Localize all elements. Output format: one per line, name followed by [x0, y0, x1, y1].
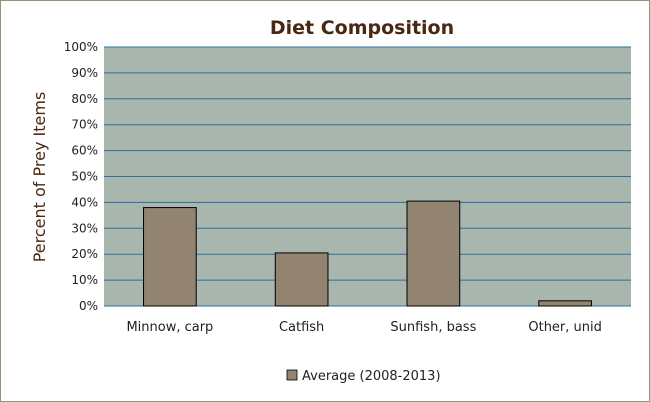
- y-tick-label: 90%: [71, 66, 98, 80]
- y-tick-label: 70%: [71, 118, 98, 132]
- legend-swatch: [286, 369, 298, 381]
- x-tick-label: Catfish: [279, 320, 324, 335]
- y-tick-labels: 0% 10% 20% 30% 40% 50% 60% 70% 80% 90% 100%: [64, 40, 98, 313]
- y-tick-label: 20%: [71, 247, 98, 261]
- bar: [406, 200, 461, 307]
- chart-title: Diet Composition: [270, 17, 454, 39]
- bar: [538, 300, 592, 307]
- y-tick-label: 100%: [64, 40, 98, 54]
- bar: [274, 252, 329, 307]
- x-tick-labels: Minnow, carp Catfish Sunfish, bass Other, u…: [126, 320, 601, 335]
- y-axis-label: Percent of Prey Items: [30, 92, 49, 263]
- y-tick-label: 10%: [71, 273, 98, 287]
- y-tick-label: 30%: [71, 221, 98, 235]
- bar: [143, 207, 197, 307]
- x-tick-label: Other, unid: [528, 320, 602, 335]
- x-tick-label: Minnow, carp: [126, 320, 213, 335]
- y-tick-label: 40%: [71, 195, 98, 209]
- y-tick-label: 50%: [71, 170, 98, 184]
- legend-label: Average (2008-2013): [302, 369, 441, 384]
- y-tick-label: 0%: [79, 299, 98, 313]
- legend: Average (2008-2013): [286, 369, 441, 384]
- y-tick-label: 80%: [71, 92, 98, 106]
- y-tick-label: 60%: [71, 144, 98, 158]
- x-tick-label: Sunfish, bass: [390, 320, 476, 335]
- bars: [143, 200, 592, 307]
